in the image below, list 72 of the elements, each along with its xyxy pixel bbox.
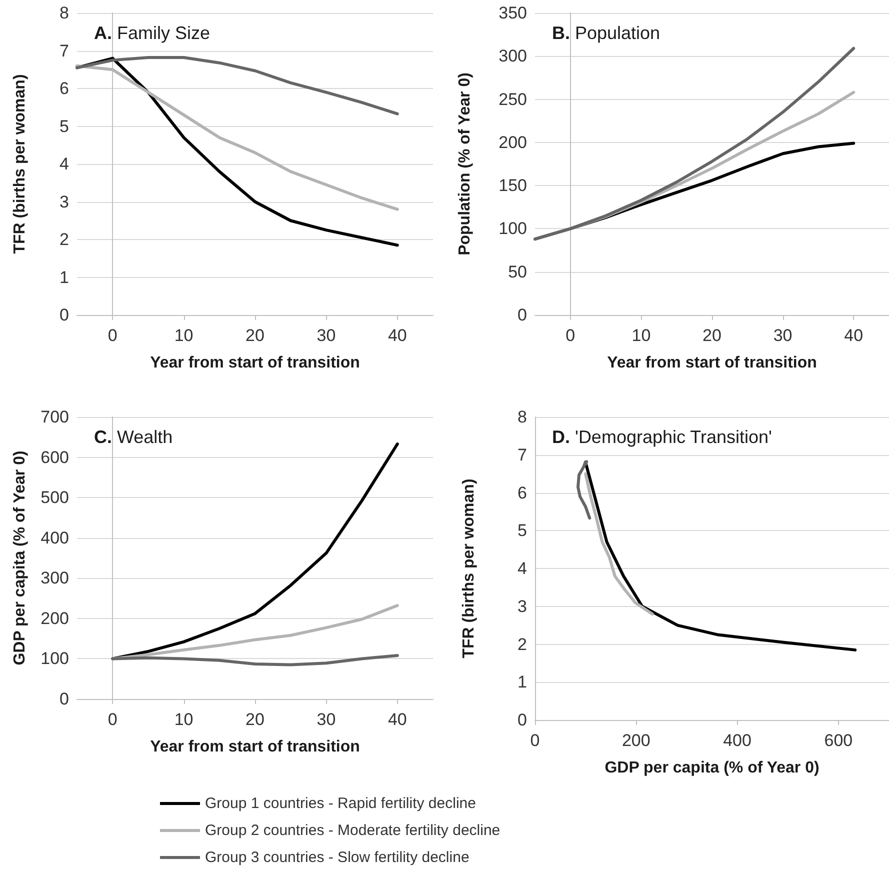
- y-tick-label: 250: [498, 90, 527, 109]
- y-tick-label: 0: [60, 306, 69, 324]
- y-tick-label: 350: [498, 4, 527, 22]
- legend-label: Group 1 countries - Rapid fertility decline: [205, 795, 476, 812]
- y-tick-label: 100: [498, 219, 527, 238]
- y-tick-label: 0: [60, 690, 69, 708]
- x-tick-label: 20: [246, 326, 264, 345]
- y-tick-label: 1: [518, 672, 527, 692]
- line-series: [111, 654, 399, 666]
- y-tick-label: 8: [518, 408, 527, 426]
- y-tick-label: 6: [518, 483, 527, 502]
- x-tick-label: 10: [174, 326, 194, 345]
- y-tick-label: 2: [60, 230, 69, 249]
- x-tick-label: 0: [566, 326, 576, 345]
- y-tick-label: 500: [40, 488, 69, 508]
- y-tick-label: 3: [518, 596, 527, 616]
- y-tick-label: 8: [60, 4, 69, 22]
- y-tick-label: 100: [40, 649, 69, 668]
- x-tick-label: 30: [773, 326, 792, 345]
- y-tick-label: 150: [498, 176, 527, 196]
- x-tick-label: 0: [108, 326, 118, 345]
- x-axis-title: GDP per capita (% of Year 0): [604, 760, 820, 776]
- legend-label: Group 2 countries - Moderate fertility decline: [205, 822, 500, 839]
- x-axis-title: Year from start of transition: [150, 738, 360, 756]
- x-tick-label: 400: [723, 731, 752, 750]
- x-tick-label: 0: [108, 710, 118, 729]
- y-tick-label: 300: [40, 568, 69, 588]
- y-tick-label: 5: [60, 116, 69, 136]
- x-tick-label: 20: [702, 326, 722, 345]
- y-axis-title: TFR (births per woman): [12, 74, 28, 254]
- y-tick-label: 5: [518, 521, 527, 540]
- y-axis-title: Population (% of Year 0): [456, 72, 474, 256]
- y-tick-label: 4: [518, 559, 527, 578]
- y-tick-label: 1: [60, 268, 69, 287]
- text: D. 'Demographic Transition': [552, 427, 772, 447]
- y-tick-label: 600: [40, 448, 69, 467]
- line-series: [576, 460, 592, 520]
- x-tick-label: 10: [632, 326, 651, 345]
- y-tick-label: 3: [60, 192, 69, 212]
- line-series: [534, 46, 856, 241]
- text: A. Family Size: [94, 23, 210, 43]
- line-series: [584, 472, 654, 616]
- x-tick-label: 40: [844, 326, 864, 345]
- x-tick-label: 200: [622, 731, 650, 750]
- legend-label: Group 3 countries - Slow fertility decline: [205, 849, 470, 866]
- y-tick-label: 0: [518, 306, 527, 324]
- x-axis-title: Year from start of transition: [150, 354, 360, 372]
- x-tick-label: 20: [246, 710, 264, 729]
- y-tick-label: 2: [518, 634, 527, 654]
- y-tick-label: 6: [60, 79, 69, 98]
- text: C. Wealth: [94, 427, 173, 447]
- y-tick-label: 200: [498, 132, 527, 152]
- y-axis-title: TFR (births per woman): [460, 478, 478, 658]
- x-tick-label: 0: [530, 731, 540, 750]
- y-tick-label: 4: [60, 154, 69, 174]
- y-tick-label: 7: [60, 41, 69, 60]
- y-axis-title: GDP per capita (% of Year 0): [12, 450, 28, 666]
- x-tick-label: 10: [174, 710, 194, 729]
- x-tick-label: 40: [388, 326, 407, 345]
- x-tick-label: 600: [824, 731, 853, 750]
- x-tick-label: 40: [388, 710, 407, 729]
- line-series: [76, 56, 399, 116]
- y-tick-label: 200: [40, 608, 69, 628]
- text: B. Population: [552, 23, 660, 43]
- x-tick-label: 30: [316, 710, 336, 729]
- y-tick-label: 7: [518, 445, 527, 464]
- y-tick-label: 50: [508, 262, 527, 282]
- x-axis-title: Year from start of transition: [607, 354, 817, 372]
- y-tick-label: 400: [40, 528, 69, 548]
- x-tick-label: 30: [316, 326, 336, 345]
- y-tick-label: 700: [40, 408, 69, 426]
- y-tick-label: 300: [498, 46, 527, 66]
